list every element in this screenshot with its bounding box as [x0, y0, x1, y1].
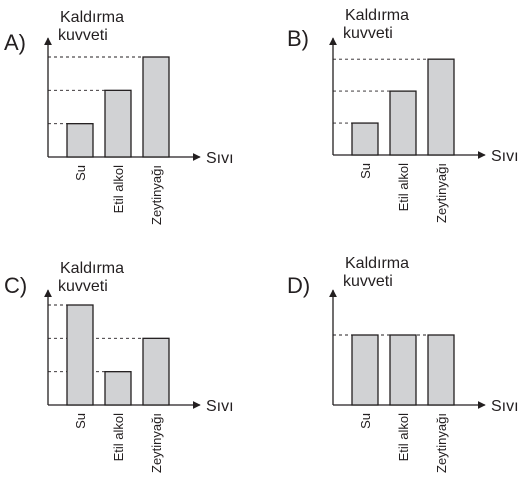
bar-zeytinyağı: [427, 58, 455, 156]
y-axis-label-line: kuvveti: [58, 27, 108, 44]
category-label: Su: [73, 165, 88, 181]
option-label: A): [4, 30, 26, 55]
bar-su: [66, 304, 94, 406]
y-axis-label-line: kuvveti: [343, 273, 393, 290]
bar-zeytinyağı: [427, 334, 455, 406]
y-axis-label-line: Kaldırma: [345, 7, 409, 24]
category-label: Su: [73, 413, 88, 429]
x-axis-label: Sıvı: [491, 398, 519, 415]
y-axis-label-line: Kaldırma: [60, 9, 124, 26]
bar-etil-alkol: [104, 371, 132, 406]
bar-etil-alkol: [104, 89, 132, 158]
bar-su: [66, 123, 94, 158]
x-axis-label: Sıvı: [206, 398, 234, 415]
option-label: C): [4, 273, 27, 298]
y-axis-label-line: kuvveti: [58, 278, 108, 295]
bar-etil-alkol: [389, 334, 417, 406]
bar-su: [351, 334, 379, 406]
y-axis-label-line: kuvveti: [343, 25, 393, 42]
category-label: Etil alkol: [396, 163, 411, 212]
bar-etil-alkol: [389, 90, 417, 156]
category-label: Zeytinyağı: [149, 413, 164, 473]
x-axis-label: Sıvı: [206, 150, 234, 167]
category-label: Etil alkol: [111, 413, 126, 462]
category-label: Su: [358, 413, 373, 429]
bar-zeytinyağı: [142, 56, 170, 158]
category-label: Etil alkol: [396, 413, 411, 462]
category-label: Zeytinyağı: [434, 163, 449, 223]
y-axis-label-line: Kaldırma: [345, 255, 409, 272]
y-axis-label-line: Kaldırma: [60, 260, 124, 277]
category-label: Zeytinyağı: [434, 413, 449, 473]
category-label: Su: [358, 163, 373, 179]
category-label: Etil alkol: [111, 165, 126, 214]
option-label: D): [287, 273, 310, 298]
option-label: B): [287, 26, 309, 51]
category-label: Zeytinyağı: [149, 165, 164, 225]
bar-zeytinyağı: [142, 337, 170, 406]
x-axis-label: Sıvı: [491, 148, 519, 165]
bar-su: [351, 122, 379, 156]
